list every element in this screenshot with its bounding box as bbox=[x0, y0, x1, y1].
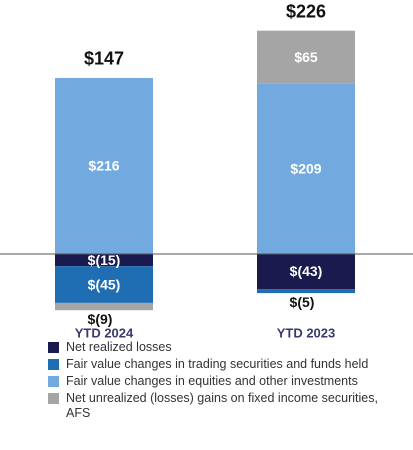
x-tick-label: YTD 2023 bbox=[277, 325, 336, 340]
value-label: $(43) bbox=[290, 263, 323, 279]
bar-segment bbox=[55, 77, 153, 255]
legend-label: Net realized losses bbox=[66, 340, 172, 354]
legend-item: Net unrealized (losses) gains on fixed i… bbox=[48, 391, 388, 421]
value-label: $216 bbox=[88, 158, 119, 174]
bar-segment bbox=[55, 302, 153, 311]
legend-label: Net unrealized (losses) gains on fixed i… bbox=[66, 391, 378, 420]
legend-item: Net realized losses bbox=[48, 340, 388, 355]
total-label: $226 bbox=[286, 1, 326, 21]
x-tick-label: YTD 2024 bbox=[75, 325, 134, 340]
value-label: $(5) bbox=[290, 294, 315, 310]
legend-swatch bbox=[48, 342, 59, 353]
bar-segment bbox=[257, 83, 355, 254]
value-label: $(9) bbox=[88, 311, 113, 327]
bar-segment bbox=[55, 254, 153, 267]
bar-segment bbox=[55, 266, 153, 303]
value-label: $65 bbox=[294, 49, 318, 65]
legend-item: Fair value changes in trading securities… bbox=[48, 357, 388, 372]
total-label: $147 bbox=[84, 49, 124, 69]
legend-item: Fair value changes in equities and other… bbox=[48, 374, 388, 389]
chart: $(15) $(45) $216 $(9) $147 YTD 2024 $(43) $(5) $… bbox=[0, 1, 413, 340]
legend-swatch bbox=[48, 393, 59, 404]
value-label: $(15) bbox=[88, 252, 121, 268]
legend-label: Fair value changes in equities and other… bbox=[66, 374, 358, 388]
legend: Net realized losses Fair value changes in… bbox=[48, 340, 388, 423]
legend-label: Fair value changes in trading securities… bbox=[66, 357, 369, 371]
value-label: $209 bbox=[290, 161, 321, 177]
legend-swatch bbox=[48, 376, 59, 387]
bar-segment bbox=[257, 30, 355, 84]
value-label: $(45) bbox=[88, 276, 121, 292]
bar-segment bbox=[257, 289, 355, 294]
bar-segment bbox=[257, 254, 355, 290]
legend-swatch bbox=[48, 359, 59, 370]
